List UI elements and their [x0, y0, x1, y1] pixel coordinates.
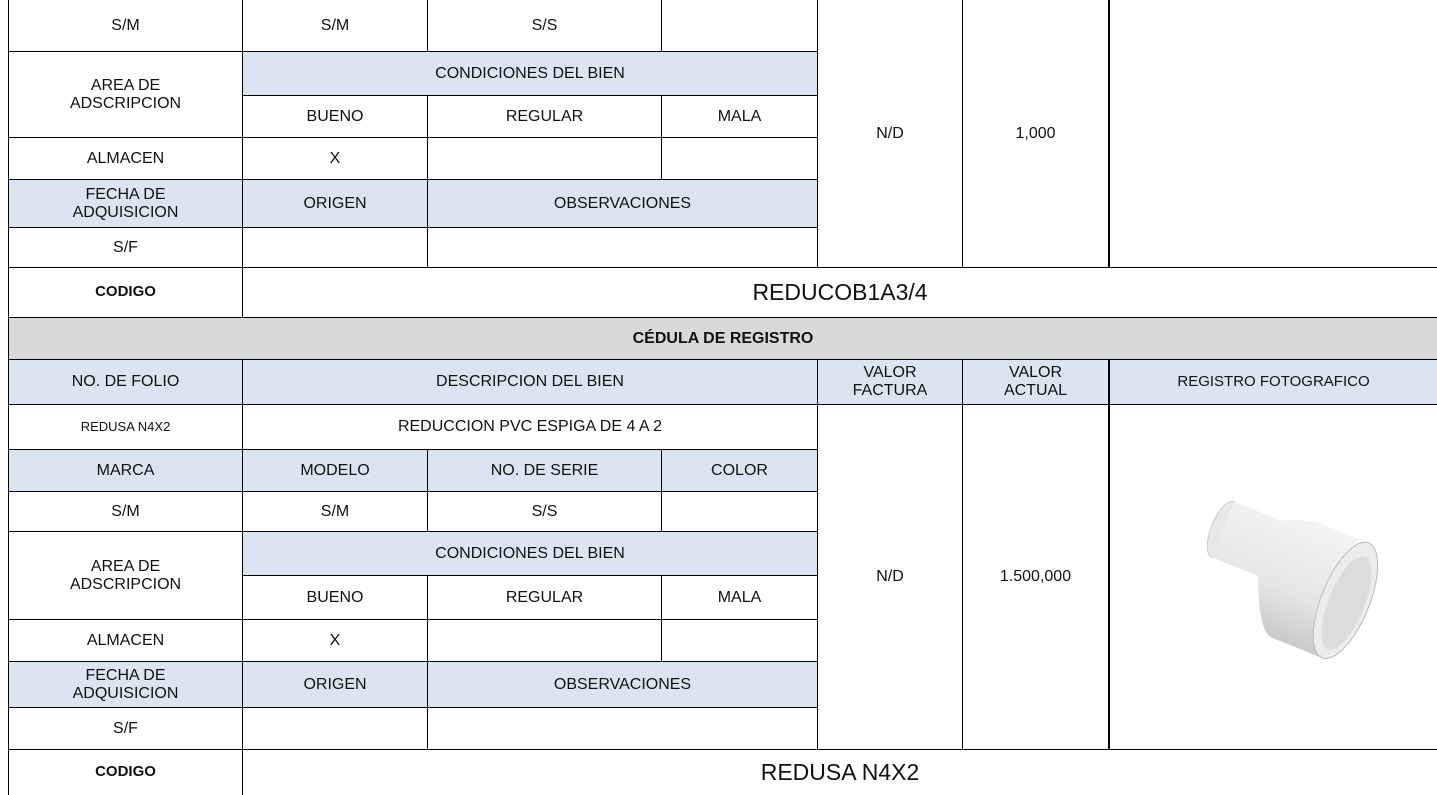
cell [662, 138, 818, 180]
photo-cell [1110, 405, 1437, 750]
section-title: CÉDULA DE REGISTRO [8, 318, 1437, 360]
product-photo [1206, 500, 1378, 660]
cell: S/M [8, 0, 243, 52]
cell: REDUCCION PVC ESPIGA DE 4 A 2 [243, 405, 818, 450]
header-cell: ORIGEN [243, 662, 428, 708]
photo-cell [1110, 0, 1437, 268]
cell [662, 0, 818, 52]
cell: ALMACEN [8, 138, 243, 180]
label: VALOR FACTURA [852, 364, 928, 399]
header-cell: CONDICIONES DEL BIEN [243, 52, 818, 96]
cell: ALMACEN [8, 620, 243, 662]
cell: MALA [662, 96, 818, 138]
header-cell: REGISTRO FOTOGRAFICO [1110, 360, 1437, 405]
header-cell: MODELO [243, 450, 428, 492]
cell: 1,000 [963, 0, 1110, 268]
cell [662, 492, 818, 532]
cell: S/M [243, 492, 428, 532]
cell: N/D [818, 405, 963, 750]
cell: REDUSA N4X2 [8, 405, 243, 450]
cell: MALA [662, 576, 818, 620]
header-cell: COLOR [662, 450, 818, 492]
cell [243, 708, 428, 750]
cell: X [243, 620, 428, 662]
header-cell: MARCA [8, 450, 243, 492]
cell: X [243, 138, 428, 180]
cell [428, 620, 662, 662]
cell [428, 708, 818, 750]
header-cell: OBSERVACIONES [428, 180, 818, 228]
header-cell: DESCRIPCION DEL BIEN [243, 360, 818, 405]
header-cell: ORIGEN [243, 180, 428, 228]
header-cell: CONDICIONES DEL BIEN [243, 532, 818, 576]
cell: S/S [428, 0, 662, 52]
cell: REGULAR [428, 576, 662, 620]
label: FECHA DE ADQUISICION [72, 185, 179, 221]
cell [428, 228, 818, 268]
header-cell: FECHA DE ADQUISICION [8, 180, 243, 228]
cell: CODIGO [8, 268, 243, 318]
cell [662, 620, 818, 662]
header-cell: VALOR FACTURA [818, 360, 963, 405]
cell: AREA DE ADSCRIPCION [8, 52, 243, 138]
label: AREA DE ADSCRIPCION [69, 76, 182, 112]
header-cell: FECHA DE ADQUISICION [8, 662, 243, 708]
code-cell: REDUCOB1A3/4 [243, 268, 1437, 318]
header-cell: NO. DE SERIE [428, 450, 662, 492]
cell: BUENO [243, 576, 428, 620]
cell: S/M [8, 492, 243, 532]
label: FECHA DE ADQUISICION [72, 666, 179, 702]
label: AREA DE ADSCRIPCION [69, 557, 182, 593]
cell: 1.500,000 [963, 405, 1110, 750]
cell: CODIGO [8, 750, 243, 795]
cell: S/F [8, 228, 243, 268]
cell: S/F [8, 708, 243, 750]
cell: S/S [428, 492, 662, 532]
cell [243, 228, 428, 268]
cell: REGULAR [428, 96, 662, 138]
code-cell: REDUSA N4X2 [760, 758, 920, 785]
header-cell: NO. DE FOLIO [8, 360, 243, 405]
cell: N/D [818, 0, 963, 268]
cell: BUENO [243, 96, 428, 138]
cell: S/M [243, 0, 428, 52]
header-cell: VALOR ACTUAL [963, 360, 1110, 405]
label: VALOR ACTUAL [1003, 364, 1068, 399]
cell: AREA DE ADSCRIPCION [8, 532, 243, 620]
cell [428, 138, 662, 180]
header-cell: OBSERVACIONES [428, 662, 818, 708]
